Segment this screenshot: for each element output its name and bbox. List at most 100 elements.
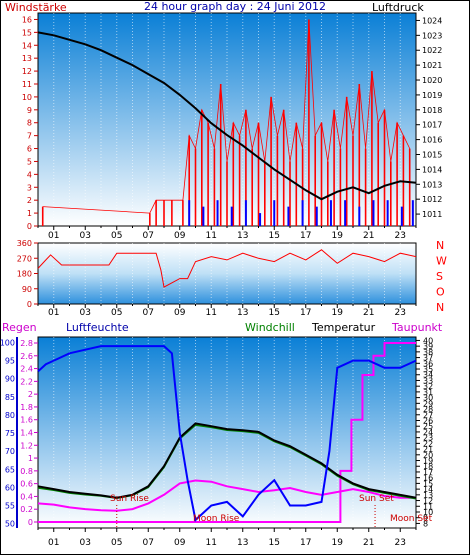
rain-tick-label-1.6: 1.6 (20, 416, 33, 425)
wind-tick-label-6: 6 (27, 145, 32, 154)
rain-tick-label-2.6: 2.6 (20, 352, 33, 361)
x-tick-label-23: 23 (395, 538, 406, 548)
temp-tick-label-16: 16 (423, 474, 433, 483)
wind-tick-label-10: 10 (22, 93, 32, 102)
temp-tick-label-28: 28 (423, 405, 433, 414)
direction-tick-label-90: 90 (22, 285, 32, 294)
temp-tick-label-39: 39 (423, 342, 433, 351)
temp-tick-label-29: 29 (423, 399, 433, 408)
temp-tick-label-18: 18 (423, 462, 433, 471)
x-tick-label-15: 15 (269, 231, 280, 241)
pressure-label: Luftdruck (372, 1, 424, 14)
rain-tick-label-1.8: 1.8 (20, 403, 33, 412)
rain-tick-label-2.8: 2.8 (20, 339, 33, 348)
temperature-line (37, 422, 417, 499)
x-tick-label-23: 23 (395, 308, 406, 318)
direction-compass-label-W-1: W (436, 255, 447, 268)
humidity-tick-label-90: 90 (5, 375, 15, 384)
x-tick-label-07: 07 (143, 231, 154, 241)
x-tick-label-05: 05 (111, 538, 122, 548)
pressure-line (37, 31, 417, 201)
temp-tick-label-38: 38 (423, 348, 433, 357)
x-tick-label-19: 19 (332, 308, 344, 318)
x-tick-label-03: 03 (80, 231, 91, 241)
pressure-tick-label-1019: 1019 (422, 91, 442, 100)
chart-title: 24 hour graph day : 24 Juni 2012 (144, 0, 326, 13)
temp-tick-label-30: 30 (423, 394, 433, 403)
rain-tick-label-0: 0 (28, 518, 33, 527)
humidity-tick-label-60: 60 (5, 483, 15, 492)
x-tick-label-17: 17 (300, 538, 311, 548)
wind-tick-label-14: 14 (22, 41, 32, 50)
temp-tick-label-31: 31 (423, 388, 433, 397)
direction-line (37, 249, 417, 288)
x-tick-label-03: 03 (80, 308, 91, 318)
wind-tick-label-11: 11 (22, 80, 32, 89)
x-tick-label-19: 19 (332, 231, 344, 241)
direction-compass-label-N-4: N (436, 301, 444, 314)
humidity-tick-label-95: 95 (5, 357, 15, 366)
humidity-tick-label-100: 100 (0, 338, 15, 347)
x-tick-label-23: 23 (395, 231, 406, 241)
x-tick-label-13: 13 (237, 308, 248, 318)
x-tick-label-09: 09 (174, 538, 186, 548)
rain-tick-label-2.4: 2.4 (20, 365, 33, 374)
x-tick-label-09: 09 (174, 308, 186, 318)
humidity-tick-label-70: 70 (5, 447, 15, 456)
temp-tick-label-9: 9 (423, 514, 428, 523)
humidity-line (37, 345, 417, 522)
wind-tick-label-12: 12 (22, 67, 32, 76)
x-tick-label-07: 07 (143, 308, 154, 318)
temp-tick-label-36: 36 (423, 359, 433, 368)
pressure-tick-label-1014: 1014 (422, 165, 442, 174)
temp-tick-label-15: 15 (423, 479, 433, 488)
humidity-tick-label-85: 85 (5, 393, 15, 402)
humidity-tick-label-50: 50 (5, 520, 15, 529)
x-tick-label-11: 11 (206, 308, 217, 318)
x-tick-label-17: 17 (300, 308, 311, 318)
temp-tick-label-35: 35 (423, 365, 433, 374)
wind-tick-label-1: 1 (27, 209, 32, 218)
pressure-tick-label-1011: 1011 (422, 210, 442, 219)
x-tick-label-11: 11 (206, 538, 217, 548)
wind-tick-label-9: 9 (27, 106, 32, 115)
pressure-tick-label-1015: 1015 (422, 151, 442, 160)
rain-line (38, 342, 416, 523)
wind-tick-label-15: 15 (22, 28, 32, 37)
direction-tick-label-0: 0 (27, 300, 32, 309)
humidity-tick-label-75: 75 (5, 429, 15, 438)
wind-tick-label-7: 7 (27, 132, 32, 141)
wind-tick-label-3: 3 (27, 183, 32, 192)
temp-tick-label-8: 8 (423, 519, 428, 528)
temp-tick-label-19: 19 (423, 457, 433, 466)
temp-tick-label-14: 14 (423, 485, 433, 494)
wind-tick-label-2: 2 (27, 196, 32, 205)
temp-tick-label-21: 21 (423, 445, 433, 454)
sun-set-annotation: Sun Set (359, 494, 394, 504)
wind-tick-label-0: 0 (27, 222, 32, 231)
rain-tick-label-2: 2 (28, 390, 33, 399)
pressure-tick-label-1023: 1023 (422, 31, 442, 40)
wind-tick-label-5: 5 (27, 157, 32, 166)
x-tick-label-09: 09 (174, 231, 186, 241)
x-tick-label-21: 21 (363, 538, 374, 548)
sun-rise-annotation: Sun Rise (110, 494, 149, 504)
temp-tick-label-34: 34 (423, 371, 433, 380)
temp-tick-label-37: 37 (423, 354, 433, 363)
moon-rise-annotation: Moon Rise (193, 514, 240, 524)
temp-tick-label-22: 22 (423, 439, 433, 448)
temp-tick-label-40: 40 (423, 336, 433, 345)
temp-tick-label-11: 11 (423, 502, 433, 511)
x-tick-label-21: 21 (363, 308, 374, 318)
temp-tick-label-25: 25 (423, 422, 433, 431)
x-tick-label-11: 11 (206, 231, 217, 241)
wind-tick-label-13: 13 (22, 54, 32, 63)
dewpoint-label: Taupunkt (391, 321, 443, 334)
temp-tick-label-23: 23 (423, 434, 433, 443)
pressure-tick-label-1022: 1022 (422, 46, 442, 55)
pressure-tick-label-1012: 1012 (422, 195, 442, 204)
x-tick-label-15: 15 (269, 308, 280, 318)
